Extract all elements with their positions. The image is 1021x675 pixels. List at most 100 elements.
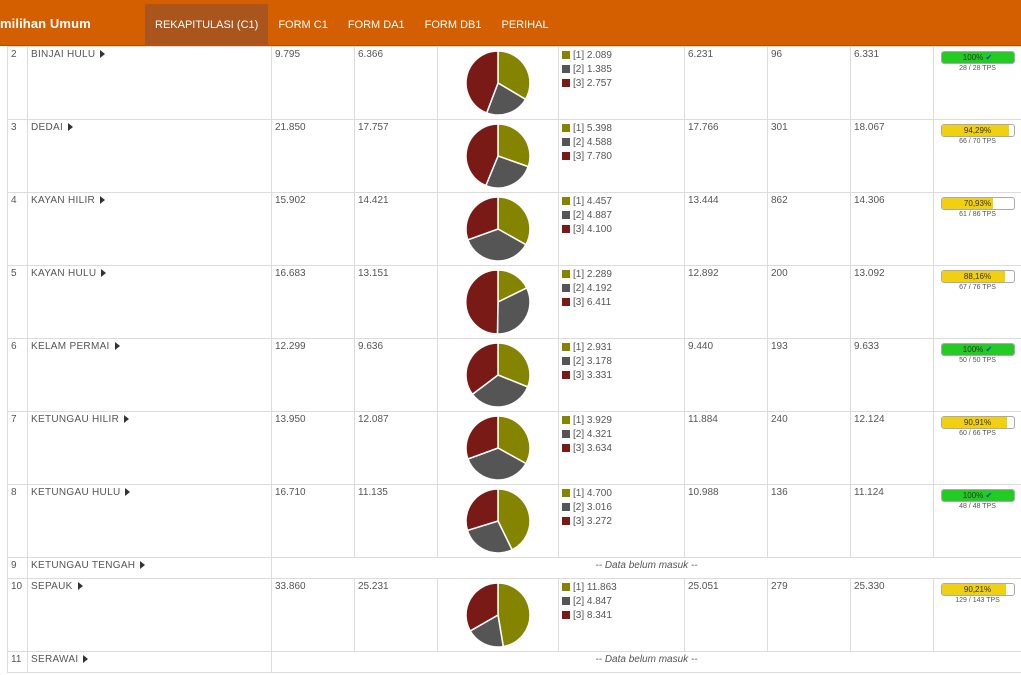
vote-pie-chart[interactable]: [465, 50, 531, 116]
progress-fill: [941, 584, 1007, 595]
pie-slice-2[interactable]: [466, 447, 528, 481]
pie-slice-3[interactable]: [465, 488, 499, 532]
pie-slice-3[interactable]: [465, 196, 499, 241]
progress-label: 70,93%: [942, 198, 1014, 209]
triangle-right-icon[interactable]: [124, 415, 130, 423]
legend-label: [2] 4.588: [573, 137, 612, 148]
district-cell: BINJAI HULU: [27, 46, 272, 120]
progress-label: 100% ✔: [942, 344, 1014, 355]
row-number: 2: [7, 46, 28, 120]
district-name-link[interactable]: KAYAN HULU: [31, 268, 97, 279]
triangle-right-icon[interactable]: [68, 123, 74, 131]
pie-slice-1[interactable]: [497, 342, 531, 388]
pie-slice-3[interactable]: [465, 269, 499, 335]
table-row: 11 SERAWAI -- Data belum masuk --: [7, 651, 1021, 673]
app-brand[interactable]: milihan Umum: [0, 16, 91, 31]
check-icon: ✔: [983, 491, 993, 500]
pie-slice-3[interactable]: [465, 342, 499, 396]
district-name-link[interactable]: SEPAUK: [31, 581, 73, 592]
pie-cell: [437, 411, 559, 485]
progress-fill: [941, 198, 993, 209]
vote-pie-chart[interactable]: [465, 269, 531, 335]
legend-item: [2] 4.192: [562, 282, 681, 296]
pie-slice-1[interactable]: [497, 488, 531, 551]
legend-item: [1] 11.863: [562, 581, 681, 595]
legend-label: [2] 3.178: [573, 356, 612, 367]
legend-item: [3] 8.341: [562, 609, 681, 623]
col-5-value: 13.092: [850, 265, 934, 339]
district-name-link[interactable]: KELAM PERMAI: [31, 341, 110, 352]
triangle-right-icon[interactable]: [125, 488, 131, 496]
pie-cell: [437, 265, 559, 339]
pie-slice-3[interactable]: [465, 582, 499, 632]
district-name-link[interactable]: KAYAN HILIR: [31, 195, 96, 206]
progress-bar: 94,29%: [940, 124, 1015, 137]
recap-table: 2 BINJAI HULU 9.795 6.366 [1] 2.089 [2] 1.385…: [7, 46, 1021, 673]
district-name-link[interactable]: KETUNGAU HILIR: [31, 414, 120, 425]
tps-count: 60 / 66 TPS: [959, 430, 996, 437]
triangle-right-icon[interactable]: [100, 196, 106, 204]
triangle-right-icon[interactable]: [83, 655, 89, 663]
vote-pie-chart[interactable]: [465, 123, 531, 189]
row-number: 6: [7, 338, 28, 412]
pie-slice-2[interactable]: [471, 374, 529, 408]
district-name-link[interactable]: SERAWAI: [31, 654, 79, 665]
legend-label: [1] 2.931: [573, 342, 612, 353]
col-1-value: 12.299: [271, 338, 355, 412]
legend-item: [1] 4.457: [562, 195, 681, 209]
legend-item: [1] 2.089: [562, 49, 681, 63]
triangle-right-icon[interactable]: [101, 269, 107, 277]
row-number: 9: [7, 557, 28, 579]
vote-pie-chart[interactable]: [465, 342, 531, 408]
legend-swatch: [562, 583, 570, 591]
pie-slice-2[interactable]: [485, 81, 527, 116]
district-cell: KETUNGAU HILIR: [27, 411, 272, 485]
pie-slice-2[interactable]: [466, 520, 514, 554]
triangle-right-icon[interactable]: [114, 342, 120, 350]
pie-slice-2[interactable]: [466, 228, 527, 262]
vote-pie-chart[interactable]: [465, 415, 531, 481]
row-number: 4: [7, 192, 28, 266]
nav-rekapitulasi-c1[interactable]: REKAPITULASI (C1): [145, 4, 269, 46]
legend-item: [2] 4.887: [562, 209, 681, 223]
progress-percent: 90,91%: [963, 418, 992, 427]
progress-bar: 70,93%: [940, 197, 1015, 210]
pie-slice-2[interactable]: [496, 286, 531, 335]
pie-legend: [1] 4.700 [2] 3.016 [3] 3.272: [558, 484, 685, 558]
col-1-value: 16.710: [271, 484, 355, 558]
col-5-value: 11.124: [850, 484, 934, 558]
triangle-right-icon[interactable]: [100, 50, 106, 58]
pie-slice-3[interactable]: [465, 415, 499, 460]
vote-pie-chart[interactable]: [465, 196, 531, 262]
district-name-link[interactable]: KETUNGAU TENGAH: [31, 560, 136, 571]
progress-bar: 100% ✔: [940, 51, 1015, 64]
nav-form-c1[interactable]: FORM C1: [278, 19, 328, 31]
triangle-right-icon[interactable]: [140, 561, 146, 569]
legend-swatch: [562, 152, 570, 160]
col-4-value: 96: [767, 46, 851, 120]
pie-slice-1[interactable]: [497, 582, 531, 648]
nav-form-da1[interactable]: FORM DA1: [347, 19, 405, 31]
pie-slice-2[interactable]: [484, 155, 530, 189]
tps-count: 48 / 48 TPS: [959, 503, 996, 510]
pie-slice-3[interactable]: [465, 123, 499, 187]
nav-form-db1[interactable]: FORM DB1: [424, 19, 482, 31]
district-name-link[interactable]: KETUNGAU HULU: [31, 487, 121, 498]
pie-slice-2[interactable]: [469, 613, 505, 648]
tps-count: 61 / 86 TPS: [959, 211, 996, 218]
progress-percent: 88,16%: [963, 272, 992, 281]
vote-pie-chart[interactable]: [465, 582, 531, 648]
progress-percent: 90,21%: [963, 585, 992, 594]
col-4-value: 301: [767, 119, 851, 193]
legend-item: [3] 6.411: [562, 296, 681, 310]
district-cell: SEPAUK: [27, 578, 272, 652]
legend-swatch: [562, 211, 570, 219]
district-name-link[interactable]: BINJAI HULU: [31, 49, 96, 60]
district-name-link[interactable]: DEDAI: [31, 122, 64, 133]
nav-perihal[interactable]: PERIHAL: [501, 19, 549, 31]
pie-slice-1[interactable]: [497, 123, 531, 168]
progress-bar: 90,21%: [940, 583, 1015, 596]
pie-slice-3[interactable]: [465, 50, 499, 114]
triangle-right-icon[interactable]: [77, 582, 83, 590]
vote-pie-chart[interactable]: [465, 488, 531, 554]
